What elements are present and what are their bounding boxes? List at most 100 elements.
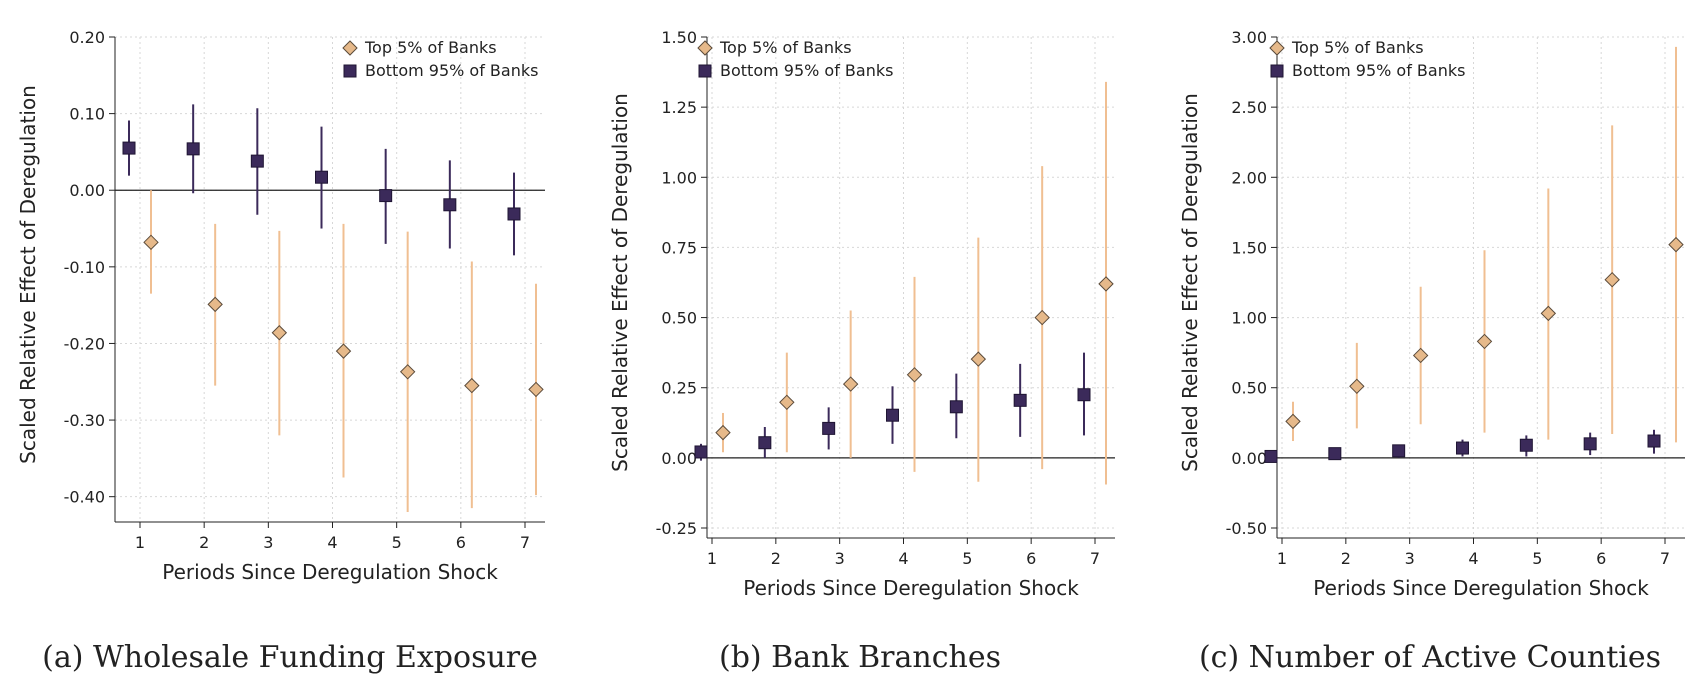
data-point	[1647, 434, 1661, 448]
data-point	[464, 377, 480, 394]
legend-marker	[697, 40, 713, 56]
legend-marker	[1270, 64, 1284, 78]
chart-caption-c: (c) Number of Active Counties	[1198, 640, 1662, 675]
data-point	[1392, 444, 1406, 458]
y-tick-label: 1.50	[661, 28, 697, 47]
data-point	[949, 400, 963, 414]
data-point	[271, 325, 288, 341]
x-tick-label: 6	[1596, 549, 1606, 568]
legend-label: Top 5% of Banks	[364, 38, 497, 57]
y-tick-label: -0.20	[64, 334, 105, 353]
x-tick-label: 1	[1277, 549, 1287, 568]
data-point	[1604, 271, 1620, 288]
data-point	[1034, 309, 1050, 326]
y-tick-label: 0.00	[69, 181, 105, 200]
x-tick-label: 5	[1532, 549, 1542, 568]
x-tick-label: 3	[263, 533, 273, 552]
legend-marker	[343, 64, 357, 78]
x-tick-label: 7	[1660, 549, 1670, 568]
x-tick-label: 3	[1405, 549, 1415, 568]
data-point	[379, 189, 393, 203]
legend-label: Bottom 95% of Banks	[720, 61, 893, 80]
data-point	[842, 376, 859, 392]
data-point	[399, 364, 416, 380]
y-tick-label: 0.50	[661, 309, 697, 328]
data-point	[507, 207, 521, 221]
y-tick-label: 0.00	[1231, 449, 1267, 468]
data-point	[207, 296, 223, 313]
data-point	[1077, 388, 1091, 402]
legend-marker	[342, 40, 358, 56]
x-tick-label: 7	[520, 533, 530, 552]
data-point	[335, 343, 352, 359]
data-point	[143, 234, 159, 251]
x-tick-label: 3	[835, 549, 845, 568]
data-point	[1285, 413, 1301, 430]
data-point	[1456, 441, 1469, 455]
y-axis-title: Scaled Relative Effect of Deregulation	[16, 85, 40, 464]
x-tick-label: 1	[135, 533, 145, 552]
y-tick-label: 1.00	[1231, 309, 1267, 328]
data-point	[250, 154, 264, 168]
legend-label: Bottom 95% of Banks	[365, 61, 538, 80]
y-tick-label: -0.30	[64, 411, 105, 430]
y-tick-label: 1.00	[661, 168, 697, 187]
data-point	[715, 424, 731, 441]
chart-panel-a: -0.40 -0.30 -0.20 -0.10 0.00 0.10 0.20 1 2 3 4 5 6 7 P…	[16, 28, 545, 584]
data-point	[315, 170, 328, 184]
data-point	[122, 141, 136, 155]
x-tick-label: 2	[771, 549, 781, 568]
legend: Top 5% of Banks Bottom 95% of Banks	[1269, 38, 1465, 80]
legend-label: Bottom 95% of Banks	[1292, 61, 1465, 80]
legend-label: Top 5% of Banks	[1291, 38, 1424, 57]
chart-caption-a: (a) Wholesale Funding Exposure	[42, 640, 538, 675]
data-point	[1583, 437, 1597, 451]
y-tick-label: -0.40	[64, 488, 105, 507]
chart-panel-c: -0.50 0.00 0.50 1.00 1.50 2.00 2.50 3.00 1 2 3 4 5 6 7…	[1178, 28, 1685, 600]
y-tick-label: 2.00	[1231, 168, 1267, 187]
x-axis-title: Periods Since Deregulation Shock	[1313, 576, 1649, 600]
series-top-5	[1285, 46, 1684, 443]
data-point	[1519, 438, 1533, 452]
legend: Top 5% of Banks Bottom 95% of Banks	[342, 38, 538, 80]
y-tick-label: 0.50	[1231, 379, 1267, 398]
legend-label: Top 5% of Banks	[719, 38, 852, 57]
y-tick-label: -0.50	[1226, 519, 1267, 538]
y-tick-label: -0.25	[656, 519, 697, 538]
y-tick-label: 2.50	[1231, 98, 1267, 117]
data-point	[758, 436, 772, 450]
x-tick-label: 5	[962, 549, 972, 568]
series-top-5	[143, 190, 544, 512]
x-tick-label: 2	[1341, 549, 1351, 568]
series-bottom-95	[122, 104, 521, 256]
legend-marker	[1269, 40, 1285, 56]
x-tick-label: 2	[199, 533, 209, 552]
series-bottom-95	[694, 352, 1091, 461]
x-axis-title: Periods Since Deregulation Shock	[162, 560, 498, 584]
data-point	[1264, 449, 1278, 463]
data-point	[1349, 378, 1365, 395]
data-point	[1328, 447, 1342, 461]
data-point	[822, 421, 836, 435]
x-tick-label: 4	[898, 549, 908, 568]
y-tick-label: 0.20	[69, 28, 105, 47]
y-tick-label: 0.75	[661, 238, 697, 257]
data-point	[694, 445, 708, 459]
chart-caption-b: (b) Bank Branches	[719, 640, 1001, 675]
y-tick-label: 0.25	[661, 379, 697, 398]
data-point	[1013, 393, 1027, 407]
data-point	[186, 142, 200, 156]
y-tick-label: 0.10	[69, 105, 105, 124]
x-axis-title: Periods Since Deregulation Shock	[743, 576, 1079, 600]
data-point	[1540, 305, 1557, 322]
y-tick-label: -0.10	[64, 258, 105, 277]
data-point	[1098, 276, 1114, 292]
y-tick-label: 3.00	[1231, 28, 1267, 47]
data-point	[906, 367, 923, 383]
data-point	[1476, 333, 1493, 350]
data-point	[528, 381, 544, 398]
y-tick-label: 0.00	[661, 449, 697, 468]
data-point	[779, 394, 795, 411]
y-tick-label: 1.50	[1231, 238, 1267, 257]
